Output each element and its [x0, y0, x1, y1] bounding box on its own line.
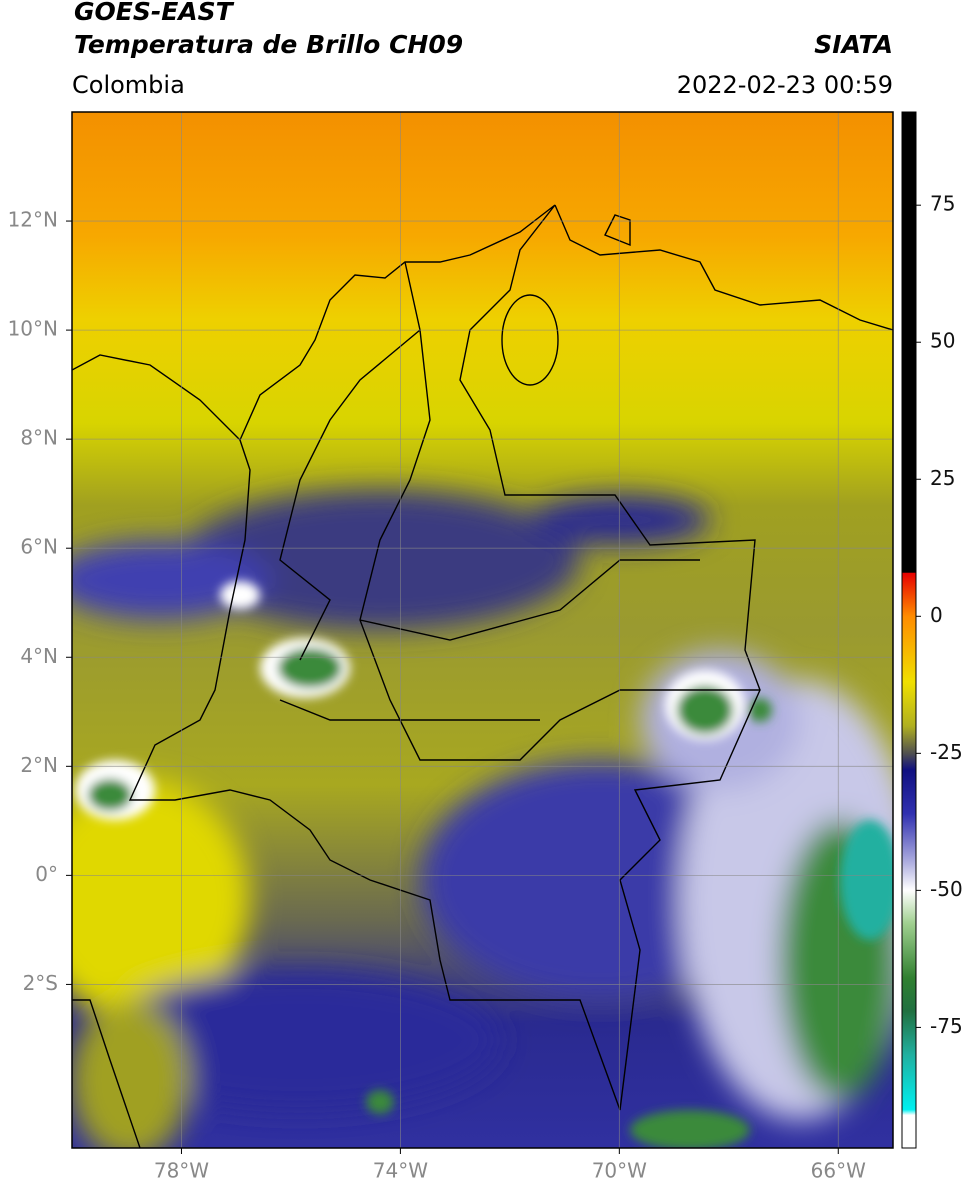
colorbar-frame — [901, 111, 917, 1149]
x-tick-label: 66°W — [811, 1159, 866, 1183]
borders — [72, 204, 893, 1148]
subtitle: Temperatura de Brillo CH09 — [74, 30, 463, 59]
source: SIATA — [814, 30, 893, 59]
colorbar-tick-label: 50 — [930, 329, 955, 353]
colorbar-tick-label: -50 — [930, 877, 963, 901]
region: Colombia — [72, 71, 185, 99]
y-tick-label: 6°N — [20, 535, 58, 559]
y-tick-label: 10°N — [8, 317, 58, 341]
colorbar-tick-label: 75 — [930, 192, 955, 216]
colorbar — [902, 112, 916, 1148]
y-tick-label: 8°N — [20, 426, 58, 450]
y-tick-label: 12°N — [8, 208, 58, 232]
colorbar-tick-label: -25 — [930, 740, 963, 764]
y-tick-label: 2°N — [20, 753, 58, 777]
colorbar-tick-label: 0 — [930, 603, 943, 627]
y-tick-label: 2°S — [23, 971, 58, 995]
colorbar-tick-label: -75 — [930, 1014, 963, 1038]
grid — [72, 112, 893, 1148]
x-tick-label: 78°W — [154, 1159, 209, 1183]
y-tick-label: 0° — [35, 862, 58, 886]
timestamp: 2022-02-23 00:59 — [677, 71, 893, 99]
colorbar-tick-label: 25 — [930, 466, 955, 490]
map-frame — [71, 111, 894, 1149]
y-tick-label: 4°N — [20, 644, 58, 668]
x-tick-label: 74°W — [373, 1159, 428, 1183]
x-tick-label: 70°W — [592, 1159, 647, 1183]
satellite-image — [72, 112, 893, 1148]
title: GOES-EAST — [74, 0, 235, 26]
